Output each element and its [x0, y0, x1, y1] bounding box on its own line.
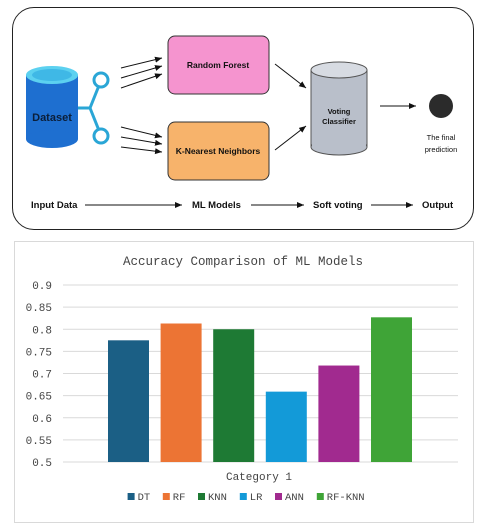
legend-swatch-ann [275, 493, 282, 500]
dataset-label: Dataset [32, 112, 72, 124]
legend-swatch-rf [162, 493, 170, 500]
dataset-to-rf-arrows [120, 56, 163, 89]
y-tick-label: 0.65 [26, 392, 52, 404]
output-label-line2: prediction [425, 145, 458, 154]
bar-rf [160, 323, 202, 462]
accuracy-bar-chart: Accuracy Comparison of ML Models 0.5 0.55… [26, 255, 458, 504]
legend-label-rf: RF [173, 492, 186, 504]
y-tick-label: 0.85 [26, 303, 52, 315]
voting-classifier-cylinder-icon [310, 61, 368, 156]
knn-box [167, 121, 270, 181]
y-axis-ticks: 0.5 0.55 0.6 0.65 0.7 0.75 0.8 0.85 0.9 [26, 281, 52, 470]
bar-dt [108, 340, 149, 462]
legend-label-dt: DT [138, 492, 151, 504]
y-tick-label: 0.9 [32, 281, 52, 293]
split-connector-icon [78, 71, 110, 145]
dataset-to-knn-arrows [120, 126, 163, 155]
bar-rf-knn [371, 317, 412, 462]
legend-label-knn: KNN [208, 492, 227, 504]
output-label-line1: The final [427, 133, 456, 142]
stage-input-data: Input Data [31, 200, 78, 211]
y-tick-label: 0.75 [26, 347, 52, 359]
y-tick-label: 0.6 [32, 414, 52, 426]
output-dot-icon [429, 94, 453, 118]
y-tick-label: 0.7 [32, 370, 52, 382]
y-tick-label: 0.5 [32, 458, 52, 470]
stage-ml-models: ML Models [192, 200, 241, 211]
knn-label: K-Nearest Neighbors [176, 146, 261, 156]
legend-swatch-lr [239, 493, 247, 500]
bar-lr [265, 391, 307, 462]
x-axis-category-label: Category 1 [226, 472, 292, 484]
knn-to-voting-arrow [274, 125, 307, 151]
pipeline-diagram: Dataset Random Forest K-Nearest Neighbor… [26, 35, 458, 211]
dataset-cylinder-icon [26, 66, 78, 148]
legend-swatch-dt [127, 493, 135, 500]
chart-title: Accuracy Comparison of ML Models [123, 255, 363, 269]
legend-label-ann: ANN [285, 492, 304, 504]
bar-knn [213, 329, 255, 462]
y-tick-label: 0.55 [26, 436, 52, 448]
legend-swatch-knn [198, 493, 205, 500]
chart-legend: DT RF KNN LR ANN RF-KNN [127, 492, 365, 504]
legend-label-rf-knn: RF-KNN [327, 492, 365, 504]
legend-swatch-rf-knn [316, 493, 324, 500]
stage-soft-voting: Soft voting [313, 200, 363, 211]
random-forest-box [167, 35, 270, 95]
y-tick-label: 0.8 [32, 325, 52, 337]
legend-label-lr: LR [250, 492, 263, 504]
random-forest-label: Random Forest [187, 60, 250, 70]
bar-series [108, 317, 412, 462]
stage-output: Output [422, 200, 454, 211]
voting-label-line2: Classifier [322, 117, 356, 126]
rf-to-voting-arrow [274, 63, 307, 89]
bar-ann [318, 365, 360, 462]
voting-label-line1: Voting [328, 107, 351, 116]
